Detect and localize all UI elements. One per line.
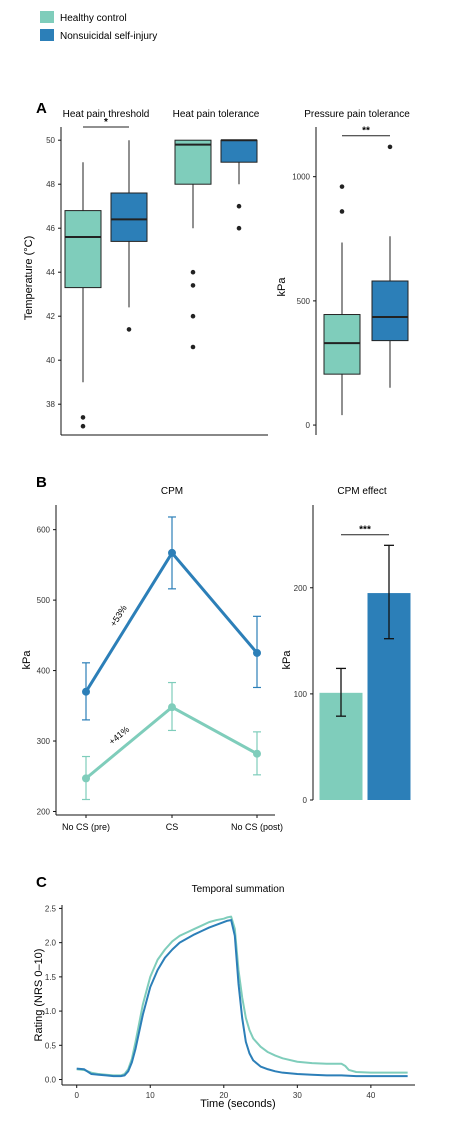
x-tick-label: CS <box>166 822 179 832</box>
heat-y-axis-label: Temperature (°C) <box>23 236 35 320</box>
pressure-y-axis-label: kPa <box>276 277 288 297</box>
heat-threshold-title: Heat pain threshold <box>63 109 150 120</box>
y-tick-label: 300 <box>37 737 51 746</box>
box-body <box>110 192 148 242</box>
legend: Healthy control Nonsuicidal self-injury <box>40 11 157 42</box>
y-tick-label: 1.5 <box>45 973 57 982</box>
cpm-point <box>82 687 90 696</box>
box-body <box>323 314 361 375</box>
signif-label: *** <box>359 525 371 536</box>
cpm-point <box>168 548 176 557</box>
x-tick-label: No CS (post) <box>231 822 283 832</box>
y-tick-label: 44 <box>46 268 55 277</box>
box-body <box>174 139 212 185</box>
y-tick-label: 48 <box>46 180 55 189</box>
cpm-percent-annotation: +53% <box>108 603 129 628</box>
box-outlier <box>190 344 196 350</box>
ts-y-axis-label: Rating (NRS 0–10) <box>33 949 45 1042</box>
cpm-point <box>253 648 261 657</box>
box-outlier <box>80 415 86 420</box>
box-outlier <box>126 327 132 332</box>
y-tick-label: 0.5 <box>45 1041 57 1050</box>
cpm-point <box>253 749 261 758</box>
box-outlier <box>236 225 242 231</box>
legend-swatch-healthy <box>40 11 54 23</box>
cpm-title: CPM <box>161 486 183 497</box>
y-tick-label: 40 <box>46 356 55 365</box>
cpm-y-axis-label: kPa <box>21 650 33 670</box>
heat-tolerance-title: Heat pain tolerance <box>173 109 260 120</box>
cpm-point <box>82 774 90 783</box>
y-tick-label: 1000 <box>292 173 310 182</box>
ts-x-axis-label: Time (seconds) <box>200 1098 275 1110</box>
cpm-chart: 200 300 400 500 600 No CS (pre) CS No CS (post)… <box>37 505 283 832</box>
x-tick-label: No CS (pre) <box>62 822 110 832</box>
y-tick-label: 200 <box>37 807 51 816</box>
y-tick-label: 38 <box>46 400 55 409</box>
y-tick-label: 500 <box>297 297 311 306</box>
box-outlier <box>190 283 196 288</box>
ts-series-line <box>76 919 408 1078</box>
x-tick-label: 30 <box>293 1091 302 1100</box>
legend-label-healthy: Healthy control <box>60 13 127 24</box>
cpm-effect-chart: 0 100 200 *** <box>294 505 411 805</box>
legend-label-nssi: Nonsuicidal self-injury <box>60 31 157 42</box>
box-outlier <box>236 203 242 209</box>
y-tick-label: 46 <box>46 224 55 233</box>
y-tick-label: 42 <box>46 312 55 321</box>
x-tick-label: 10 <box>146 1091 155 1100</box>
box-outlier <box>387 144 393 150</box>
signif-label: ** <box>362 126 370 137</box>
y-tick-label: 1.0 <box>45 1007 57 1016</box>
pressure-chart: 0 500 1000 ** <box>292 126 409 435</box>
panel-label-a: A <box>36 100 47 117</box>
box-outlier <box>80 423 86 429</box>
y-tick-label: 100 <box>294 690 308 699</box>
legend-swatch-nssi <box>40 29 54 41</box>
ts-chart: 0.0 0.5 1.0 1.5 2.0 2.5 0 10 20 30 40 <box>45 904 415 1100</box>
panel-label-c: C <box>36 874 47 891</box>
cpm-effect-title: CPM effect <box>337 486 386 497</box>
y-tick-label: 0 <box>306 421 311 430</box>
x-tick-label: 0 <box>74 1091 79 1100</box>
y-tick-label: 200 <box>294 584 308 593</box>
y-tick-label: 2.0 <box>45 939 57 948</box>
y-tick-label: 2.5 <box>45 904 57 913</box>
panel-label-b: B <box>36 474 47 491</box>
cpm-point <box>168 703 176 712</box>
y-tick-label: 0 <box>303 796 308 805</box>
ts-series-line <box>76 915 408 1077</box>
y-tick-label: 600 <box>37 526 51 535</box>
ts-title: Temporal summation <box>192 884 285 895</box>
y-tick-label: 400 <box>37 667 51 676</box>
box-body <box>220 139 258 163</box>
x-tick-label: 20 <box>219 1091 228 1100</box>
box-body <box>371 280 409 342</box>
box-body <box>64 210 102 289</box>
signif-label: * <box>104 117 108 128</box>
box-outlier <box>190 269 196 275</box>
x-tick-label: 40 <box>366 1091 375 1100</box>
y-tick-label: 50 <box>46 136 55 145</box>
heat-chart: 38 40 42 44 46 48 50 * <box>46 117 268 436</box>
pressure-title: Pressure pain tolerance <box>304 109 410 120</box>
cpm-effect-y-axis-label: kPa <box>281 650 293 670</box>
box-outlier <box>190 313 196 319</box>
y-tick-label: 500 <box>37 596 51 605</box>
y-tick-label: 0.0 <box>45 1076 57 1085</box>
box-outlier <box>339 209 345 214</box>
box-outlier <box>339 184 345 189</box>
